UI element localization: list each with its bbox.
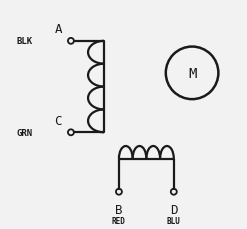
Text: BLK: BLK (16, 37, 32, 46)
Text: A: A (54, 23, 62, 36)
Text: BLU: BLU (167, 216, 181, 225)
Text: GRN: GRN (16, 128, 32, 137)
Text: M: M (188, 67, 196, 81)
Text: D: D (170, 203, 178, 216)
Text: C: C (54, 114, 62, 127)
Text: RED: RED (112, 216, 126, 225)
Text: B: B (115, 203, 123, 216)
